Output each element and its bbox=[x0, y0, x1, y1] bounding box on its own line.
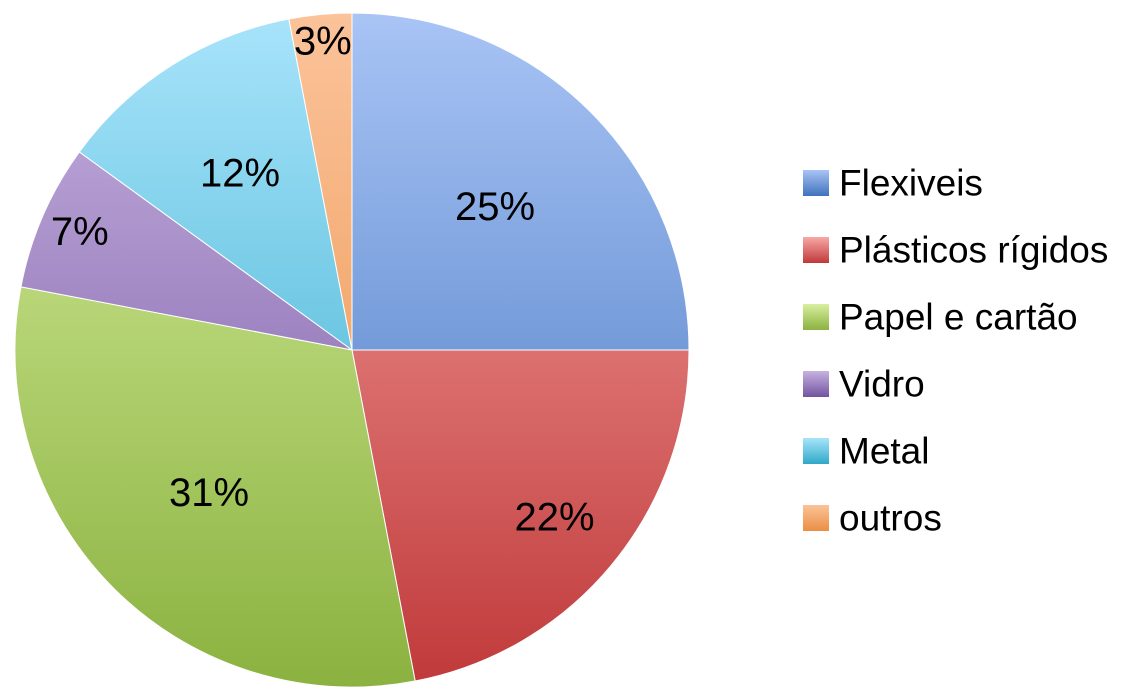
legend-swatch bbox=[803, 371, 829, 397]
data-label: 12% bbox=[200, 152, 280, 196]
pie-slice-vidro bbox=[20, 151, 353, 351]
pie-slices bbox=[14, 12, 690, 687]
data-label: 22% bbox=[514, 496, 594, 540]
legend-label: Metal bbox=[839, 431, 929, 472]
legend-swatch bbox=[803, 237, 829, 263]
legend-swatch bbox=[803, 304, 829, 330]
data-label: 25% bbox=[455, 185, 535, 229]
legend-swatch bbox=[803, 505, 829, 531]
pie-slice-metal bbox=[78, 18, 353, 352]
pie-slice-flexiveis bbox=[351, 12, 690, 351]
legend-swatch bbox=[803, 438, 829, 464]
legend-item: Papel e cartão bbox=[803, 297, 1078, 338]
legend-label: Flexiveis bbox=[839, 163, 983, 204]
legend-label: outros bbox=[839, 498, 942, 539]
legend-swatch bbox=[803, 170, 829, 196]
pie-slice-outros bbox=[288, 12, 353, 351]
legend-item: Flexiveis bbox=[803, 163, 983, 204]
legend-item: Plásticos rígidos bbox=[803, 230, 1108, 271]
data-label: 7% bbox=[51, 210, 109, 254]
data-label: 31% bbox=[169, 471, 249, 515]
legend-label: Papel e cartão bbox=[839, 297, 1078, 338]
legend: Flexiveis Plásticos rígidos Papel e cartão… bbox=[803, 163, 1108, 539]
pie-slice-papel-e-cart-o bbox=[14, 286, 416, 687]
legend-label: Plásticos rígidos bbox=[839, 230, 1108, 271]
legend-item: Vidro bbox=[803, 364, 925, 405]
data-label: 3% bbox=[294, 19, 352, 63]
pie-slice-pl-sticos-r-gidos bbox=[351, 349, 690, 682]
legend-item: outros bbox=[803, 498, 942, 539]
legend-item: Metal bbox=[803, 431, 929, 472]
pie-slice-labels: 25% 22% 31% 7% 12% 3% bbox=[51, 19, 595, 539]
legend-label: Vidro bbox=[839, 364, 925, 405]
